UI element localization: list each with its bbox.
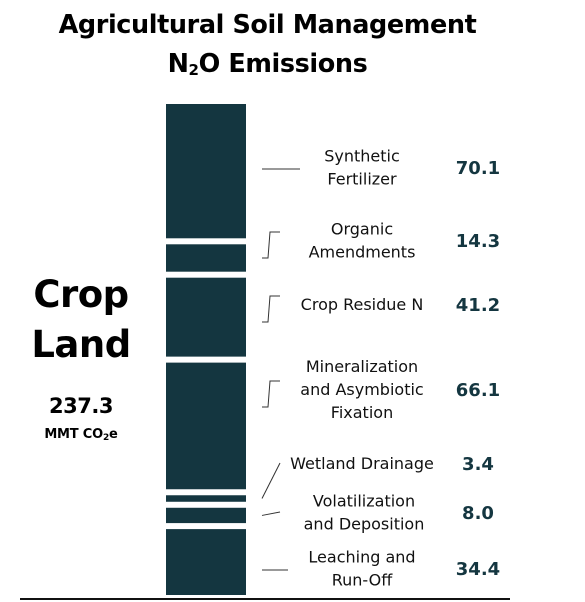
leader-line-2 [262,295,280,323]
segment-value-3: 66.1 [456,380,500,401]
segment-label-1: Organic Amendments [309,220,416,262]
segment-label-2: Crop Residue N [301,295,424,314]
leader-line-1 [262,231,280,259]
bar-segment-6 [166,529,246,595]
segment-label-line: Fixation [331,403,393,422]
segment-label-line: and Asymbiotic [300,380,423,399]
segment-value-0: 70.1 [456,158,500,179]
unit-post: e [109,427,118,442]
bar-segment-0 [166,104,246,239]
bar-segment-1 [166,244,246,272]
segment-label-line: Volatilization [313,492,415,511]
segment-value-2: 41.2 [456,295,500,316]
segment-label-line: Mineralization [306,357,418,376]
group-label-line-1: Crop [33,273,129,316]
title-n: N [167,49,189,79]
leader-line-5 [261,511,281,516]
title-line-2: N2O Emissions [0,45,535,84]
group-label-line-2: Land [31,323,131,366]
group-total: 237.3 [49,394,113,418]
unit-pre: MMT CO [44,427,103,442]
segment-label-line: Crop Residue N [301,295,424,314]
baseline-rule [20,598,510,600]
segment-value-5: 8.0 [462,503,494,524]
group-total-unit: MMT CO2e [22,427,140,443]
leader-line-3 [262,380,280,408]
segment-label-6: Leaching and Run-Off [308,548,415,590]
segment-label-line: and Deposition [304,515,425,534]
segment-label-line: Amendments [309,243,416,262]
segment-value-4: 3.4 [462,454,494,475]
group-label: Crop Land [22,270,140,370]
bar-segment-2 [166,277,246,357]
segment-value-6: 34.4 [456,559,500,580]
bar-segment-4 [166,495,246,502]
segment-label-line: Fertilizer [327,170,397,189]
segment-label-line: Wetland Drainage [290,454,434,473]
leader-line-4 [261,462,281,499]
segment-label-3: Mineralization and Asymbiotic Fixation [300,357,423,422]
title-subscript: 2 [188,61,199,79]
segment-label-5: Volatilization and Deposition [304,492,425,534]
segment-label-0: Synthetic Fertilizer [324,147,400,189]
segment-label-line: Synthetic [324,147,400,166]
segment-label-line: Leaching and [308,548,415,567]
bar-segment-5 [166,507,246,524]
segment-value-1: 14.3 [456,231,500,252]
segment-label-4: Wetland Drainage [290,454,434,473]
unit-subscript: 2 [102,433,110,443]
segment-label-line: Run-Off [332,571,393,590]
segment-label-line: Organic [331,220,393,239]
bar-segment-3 [166,362,246,490]
title-rest: O Emissions [198,49,368,79]
title-line-1: Agricultural Soil Management [58,10,477,40]
chart-title: Agricultural Soil Management N2O Emissio… [0,6,535,84]
